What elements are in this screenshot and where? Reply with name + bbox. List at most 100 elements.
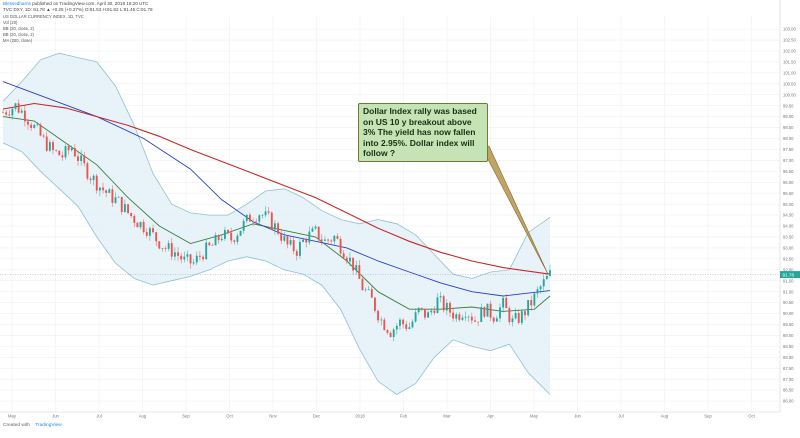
candle-body [445,302,448,311]
candle-body [114,197,117,203]
candle-body [477,321,480,323]
candle-body [111,189,114,203]
candle-body [36,124,39,126]
ma-red-line [2,102,551,275]
candle-body [367,289,370,290]
indicator-bb-2[interactable]: BB (20, close, 2) [3,32,34,37]
x-tick-label: Oct [748,414,755,419]
indicator-title[interactable]: US DOLLAR CURRENCY INDEX, 1D, TVC [3,14,84,19]
candle-body [452,312,455,319]
candle-body [158,241,161,249]
candle-body [402,319,405,325]
candle-body [70,148,73,151]
y-tick-label: 89.00 [783,333,794,338]
candle-body [92,175,95,181]
candle-body [255,221,258,223]
y-tick-label: 90.50 [783,300,794,305]
candle-body [139,221,142,228]
y-tick-label: 102.00 [783,49,796,54]
candle-body [545,275,548,280]
indicator-ma[interactable]: MA (200, close) [3,38,33,43]
candle-body [405,324,408,329]
y-tick-label: 95.50 [783,191,794,196]
candle-body [349,257,351,262]
candle-body [517,312,520,323]
candle-body [302,239,305,242]
candle-body [527,300,530,316]
candle-body [239,230,242,236]
candle-body [289,240,292,245]
candle-body [136,222,139,228]
annotation-callout [481,145,549,275]
y-tick-label: 97.00 [783,158,794,163]
x-tick-label: May [530,414,539,419]
indicator-volume[interactable]: Vol (20) [3,20,18,25]
candle-body [202,256,204,260]
candle-body [177,252,179,256]
candle-body [305,239,308,243]
candle-body [167,243,170,249]
annotation-box[interactable]: Dollar Index rally was based on US 10 y … [358,103,488,162]
tradingview-logo[interactable]: TradingView [35,423,62,428]
y-tick-label: 101.50 [783,60,796,65]
y-tick-label: 99.50 [783,103,794,108]
candle-body [20,110,23,113]
x-tick-label: 2018 [355,414,365,419]
x-tick-label: Oct [226,414,233,419]
moving-averages [2,81,551,312]
candle-body [277,223,280,234]
candle-body [123,204,126,213]
publish-text: published on TradingView.com, April 30, … [32,1,149,6]
candle-body [11,108,14,116]
candle-body [23,110,26,122]
candle-body [464,316,467,318]
candle-body [286,236,289,245]
y-tick-label: 94.00 [783,224,794,229]
y-tick-label: 87.50 [783,366,794,371]
candle-body [217,235,220,241]
y-tick-label: 91.50 [783,278,794,283]
candle-body [386,330,389,333]
y-tick-label: 89.50 [783,322,794,327]
candle-body [61,155,64,158]
candle-body [195,255,198,263]
candle-body [520,311,523,323]
candle-body [220,238,223,241]
y-tick-label: 103.00 [783,27,796,32]
candle-body [77,156,79,161]
candle-body [474,320,476,322]
candle-body [361,278,364,291]
author-name[interactable]: Blessedharris [3,1,31,6]
candle-body [83,155,86,164]
candle-body [280,233,283,241]
symbol-ohlc: TVC:DXY, 1D: 91.78 ▲ +0.25 (+0.27%) O:91… [3,7,153,12]
candle-body [205,242,208,260]
candle-body [295,251,298,256]
candle-body [420,307,423,309]
indicator-bb-1[interactable]: BB (20, close, 2) [3,26,34,31]
candle-body [27,121,29,125]
candle-body [58,150,61,156]
candle-body [80,155,83,161]
candle-body [292,240,295,252]
candle-body [227,229,229,233]
candle-body [495,318,498,322]
candlestick-series [2,99,551,342]
candle-body [148,228,151,236]
x-tick-label: Sep [704,414,712,419]
candle-body [499,307,501,319]
candle-body [542,279,545,287]
y-tick-label: 93.00 [783,246,794,251]
y-tick-label: 86.00 [783,399,794,404]
x-tick-label: Jun [574,414,581,419]
candle-body [511,318,514,323]
candle-body [417,307,420,313]
candle-body [8,114,11,116]
candle-body [86,163,89,179]
candle-body [273,223,276,230]
candle-body [133,216,136,223]
axes: 103.00 102.50 102.00 101.50 101.00 100.50 100.… [0,0,800,419]
last-price-tag [780,271,800,279]
